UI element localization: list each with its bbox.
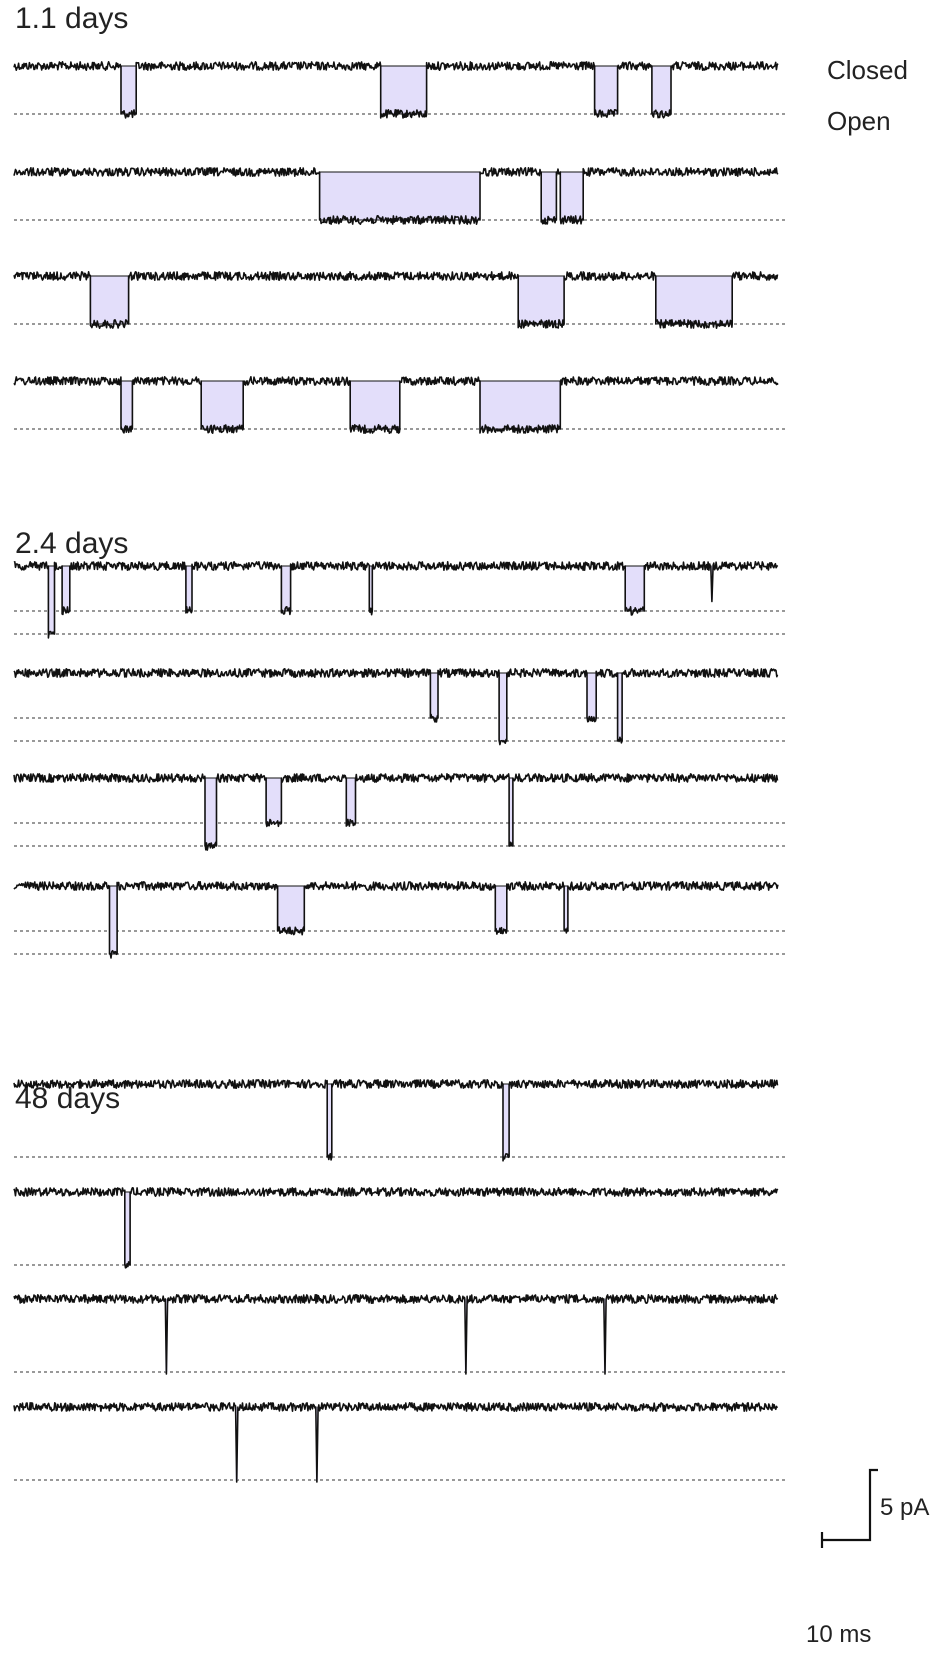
current-trace-line xyxy=(13,376,779,434)
channel-opening xyxy=(594,65,619,115)
channel-opening xyxy=(349,380,401,430)
channel-opening xyxy=(655,275,733,325)
channel-opening xyxy=(624,565,645,612)
channel-opening xyxy=(120,65,137,115)
channel-opening xyxy=(479,380,561,430)
current-trace-line xyxy=(13,1402,779,1483)
current-trace-line xyxy=(13,668,779,746)
panel-title-1: 1.1 days xyxy=(15,2,128,35)
scale-bar-lines xyxy=(820,1468,878,1548)
current-trace-line xyxy=(13,881,779,959)
current-trace xyxy=(13,376,785,434)
current-trace xyxy=(13,1079,785,1162)
open-state-label: Open xyxy=(827,106,891,136)
current-trace-line xyxy=(13,561,779,639)
channel-opening xyxy=(47,565,55,635)
channel-opening xyxy=(540,171,557,221)
scale-bar: 5 pA 10 ms xyxy=(806,1468,929,1648)
current-trace-line xyxy=(13,773,779,851)
channel-opening xyxy=(61,565,71,612)
channel-opening xyxy=(586,672,597,719)
current-trace xyxy=(13,668,785,746)
current-trace xyxy=(13,561,785,639)
closed-state-label: Closed xyxy=(827,55,908,85)
channel-opening xyxy=(265,777,282,824)
channel-opening xyxy=(517,275,565,325)
current-trace-line xyxy=(13,1294,779,1375)
channel-opening xyxy=(429,672,439,719)
channel-opening xyxy=(185,565,193,612)
current-trace-line xyxy=(13,271,779,329)
current-trace xyxy=(13,61,785,119)
channel-opening xyxy=(498,672,508,742)
channel-opening xyxy=(120,380,133,430)
channel-opening xyxy=(109,885,118,955)
trace-group xyxy=(13,61,785,1483)
channel-opening xyxy=(89,275,130,325)
current-trace-line xyxy=(13,61,779,119)
current-trace xyxy=(13,271,785,329)
scale-bar-time-label: 10 ms xyxy=(806,1621,871,1648)
channel-opening xyxy=(277,885,305,932)
current-trace-line xyxy=(13,167,779,225)
channel-opening xyxy=(280,565,292,612)
current-trace xyxy=(13,773,785,851)
current-trace xyxy=(13,167,785,225)
channel-opening xyxy=(345,777,357,824)
channel-opening xyxy=(651,65,672,115)
channel-opening xyxy=(502,1083,510,1158)
scale-bar-current-label: 5 pA xyxy=(880,1494,929,1521)
current-trace xyxy=(13,1294,785,1375)
channel-opening xyxy=(200,380,244,430)
current-trace-line xyxy=(13,1079,779,1162)
current-trace xyxy=(13,1187,785,1269)
channel-opening xyxy=(380,65,428,115)
channel-opening xyxy=(319,171,481,221)
current-trace xyxy=(13,881,785,959)
channel-opening xyxy=(204,777,217,847)
channel-opening xyxy=(559,171,584,221)
panel-title-2: 2.4 days xyxy=(15,527,128,560)
channel-opening xyxy=(494,885,508,932)
current-trace xyxy=(13,1402,785,1483)
current-trace-line xyxy=(13,1187,779,1269)
